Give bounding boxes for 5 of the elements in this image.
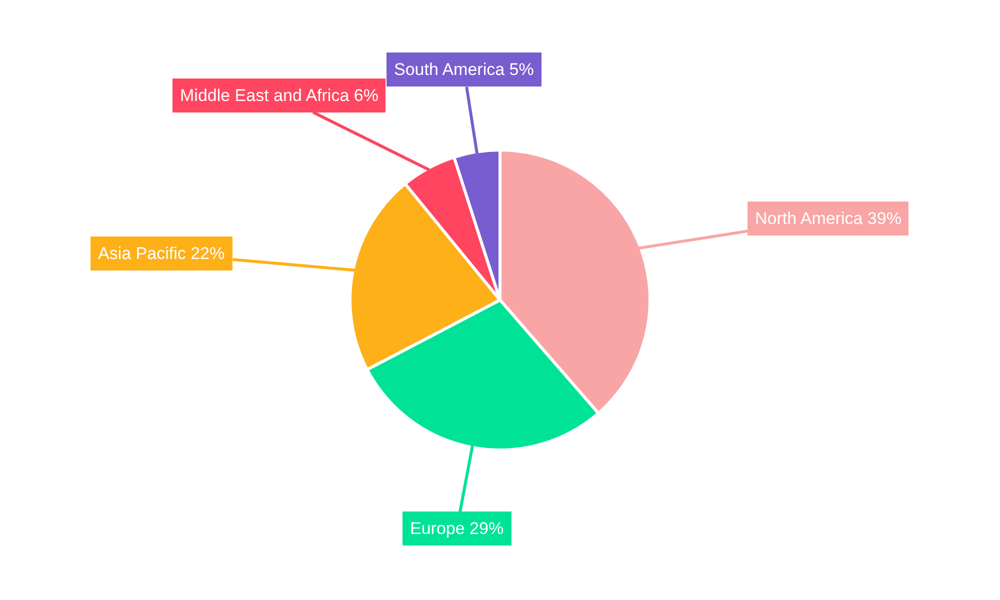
slice-label: North America 39% bbox=[755, 209, 902, 228]
slice-label: South America 5% bbox=[394, 60, 534, 79]
slice-label: Europe 29% bbox=[410, 519, 504, 538]
slice-label: Middle East and Africa 6% bbox=[180, 86, 378, 105]
slice-label: Asia Pacific 22% bbox=[98, 244, 225, 263]
